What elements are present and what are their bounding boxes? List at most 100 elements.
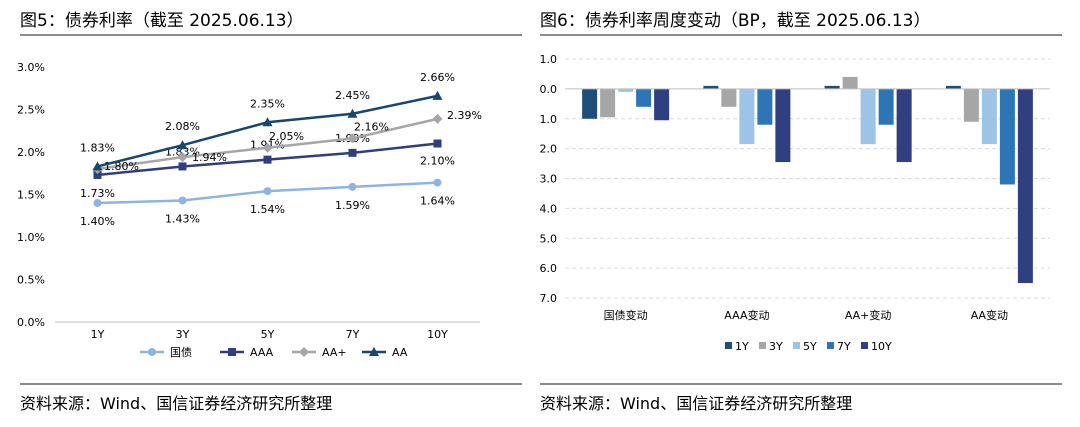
data-point	[263, 155, 272, 164]
x-tick-label: AA+变动	[845, 308, 892, 322]
x-tick-label: 国债变动	[604, 308, 648, 322]
data-label: 1.80%	[104, 160, 139, 173]
bar-10y	[775, 88, 791, 163]
bar-group-3	[824, 76, 912, 163]
right-figure: 图6：债券利率周度变动（BP，截至 2025.06.13） 1.0 0.0 -1.0…	[540, 0, 1080, 427]
legend-swatch	[827, 342, 834, 349]
data-label: 2.45%	[335, 89, 370, 102]
legend-label: 5Y	[803, 340, 817, 353]
bar-group-1	[582, 88, 670, 121]
data-point	[263, 187, 272, 196]
bar-7y	[636, 88, 652, 107]
data-label: 1.64%	[420, 195, 455, 208]
bar-3y	[842, 76, 858, 89]
x-tick-label: 3Y	[176, 328, 190, 341]
data-point	[432, 90, 443, 100]
bar-group-4	[945, 85, 1033, 284]
right-figure-title: 图6：债券利率周度变动（BP，截至 2025.06.13）	[540, 11, 931, 31]
x-tick-label: 5Y	[261, 328, 275, 341]
bar-7y	[757, 88, 773, 125]
left-title-rule	[20, 34, 522, 36]
y-tick-label: -5.0	[540, 232, 557, 245]
legend-item-aaplus: AA+	[292, 346, 347, 359]
y-tick-label: -2.0	[540, 143, 557, 156]
data-point	[93, 170, 102, 179]
x-tick-label: 7Y	[346, 328, 360, 341]
data-point	[432, 113, 443, 124]
series-gov: 1.40% 1.43% 1.54% 1.59% 1.64%	[80, 178, 455, 228]
y-tick-label: 1.0%	[17, 231, 45, 244]
bar-10y	[654, 88, 670, 121]
data-label: 1.94%	[192, 151, 227, 164]
legend-label: AA	[392, 346, 408, 359]
line-chart: 0.0% 0.5% 1.0% 1.5% 2.0% 2.5% 3.0% 1Y 3Y 5Y 7Y 10Y 1…	[17, 61, 482, 359]
legend-label: 1Y	[735, 340, 749, 353]
legend-swatch	[759, 342, 766, 349]
data-point	[178, 196, 187, 205]
legend-item-3y: 3Y	[759, 340, 783, 353]
y-tick-label: -3.0	[540, 173, 557, 186]
legend-label: 7Y	[837, 340, 851, 353]
y-tick-label: 0.0	[540, 83, 557, 96]
data-label: 1.73%	[80, 187, 115, 200]
legend-swatch	[793, 342, 800, 349]
data-point	[262, 117, 273, 127]
data-point	[177, 152, 188, 163]
data-point	[177, 140, 188, 150]
legend-swatch	[861, 342, 868, 349]
data-label: 2.08%	[165, 120, 200, 133]
legend-marker	[148, 348, 156, 356]
right-source-rule	[540, 383, 1062, 385]
data-point	[433, 139, 442, 148]
data-label: 2.66%	[420, 71, 455, 84]
bar-group-2	[703, 85, 791, 163]
data-point	[348, 148, 357, 157]
legend-marker	[299, 347, 309, 357]
right-source-note: 资料来源：Wind、国信证券经济研究所整理	[540, 394, 853, 413]
bar-5y	[981, 88, 997, 145]
data-label: 2.39%	[447, 109, 482, 122]
legend-item-gov: 国债	[140, 345, 192, 359]
bar-3y	[721, 88, 737, 107]
data-label: 2.10%	[420, 155, 455, 168]
bar-1y	[703, 85, 719, 89]
data-point	[262, 142, 273, 153]
legend-label: 国债	[170, 345, 192, 359]
bar-1y	[582, 88, 598, 119]
y-tick-label: -6.0	[540, 262, 557, 275]
legend-label: AA+	[322, 346, 347, 359]
right-title-rule	[540, 34, 1062, 36]
legend-marker	[228, 348, 236, 356]
data-point	[348, 182, 357, 191]
legend-item-aa: AA	[362, 346, 408, 359]
y-tick-label: 2.0%	[17, 146, 45, 159]
data-label: 2.05%	[269, 130, 304, 143]
legend-swatch	[725, 342, 732, 349]
legend-item-10y: 10Y	[861, 340, 892, 353]
data-point	[347, 108, 358, 118]
x-tick-label: 1Y	[91, 328, 105, 341]
left-figure: 图5：债券利率（截至 2025.06.13） 0.0% 0.5% 1.0% 1.5% 2…	[0, 0, 530, 427]
bar-chart: 1.0 0.0 -1.0 -2.0 -3.0 -4.0 -5.0 -6.0 -7.0 国债变动 AA…	[540, 53, 1050, 353]
legend-label: 3Y	[769, 340, 783, 353]
legend-item-5y: 5Y	[793, 340, 817, 353]
data-label: 1.54%	[250, 203, 285, 216]
y-tick-label: 1.0	[540, 53, 557, 66]
legend-label: 10Y	[871, 340, 892, 353]
legend-label: AAA	[250, 346, 274, 359]
y-tick-label: 1.5%	[17, 189, 45, 202]
data-label: 2.16%	[354, 120, 389, 133]
data-point	[92, 161, 103, 171]
data-label: 1.83%	[80, 141, 115, 154]
y-tick-label: 0.5%	[17, 274, 45, 287]
data-point	[433, 178, 442, 187]
legend-item-1y: 1Y	[725, 340, 749, 353]
bar-10y	[896, 88, 912, 163]
left-figure-title: 图5：债券利率（截至 2025.06.13）	[20, 11, 304, 31]
y-tick-label: -1.0	[540, 113, 557, 126]
y-tick-label: -7.0	[540, 292, 557, 305]
y-tick-label: -4.0	[540, 202, 557, 215]
legend-item-aaa: AAA	[220, 346, 274, 359]
legend-marker	[369, 347, 379, 356]
data-label: 1.59%	[335, 199, 370, 212]
